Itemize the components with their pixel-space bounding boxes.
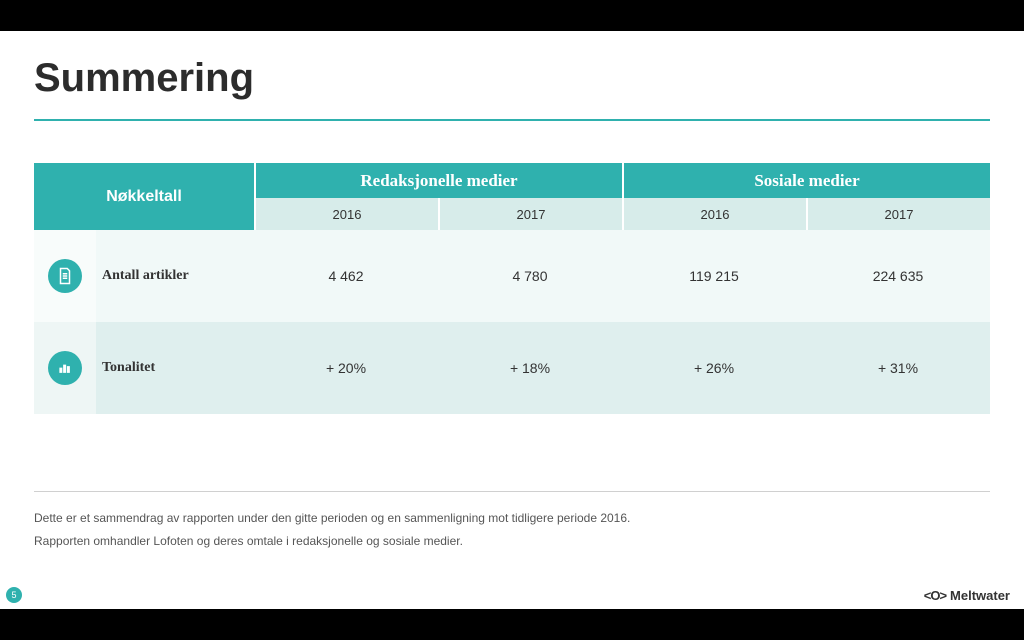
cell-value: + 31% (806, 322, 990, 414)
cell-value: + 18% (438, 322, 622, 414)
document-icon (48, 259, 82, 293)
summary-table: Nøkkeltall Redaksjonelle medier Sosiale … (34, 163, 990, 414)
page-number-badge: 5 (6, 587, 22, 603)
row-label: Antall artikler (96, 230, 254, 322)
year-header: 2017 (438, 198, 622, 230)
slide: Summering Nøkkeltall Redaksjonelle medie… (0, 31, 1024, 609)
bars-icon (48, 351, 82, 385)
brand-text: Meltwater (950, 588, 1010, 603)
row-icon-cell (34, 230, 96, 322)
cell-value: 224 635 (806, 230, 990, 322)
year-header: 2016 (622, 198, 806, 230)
cell-value: + 20% (254, 322, 438, 414)
cell-value: 4 780 (438, 230, 622, 322)
table-row: Tonalitet + 20% + 18% + 26% + 31% (34, 322, 990, 414)
footer-note: Rapporten omhandler Lofoten og deres omt… (34, 534, 463, 548)
key-metrics-header: Nøkkeltall (34, 163, 254, 230)
page-title: Summering (34, 56, 254, 101)
title-underline (34, 119, 990, 121)
row-label: Tonalitet (96, 322, 254, 414)
group-header-editorial: Redaksjonelle medier (254, 163, 622, 198)
table-header: Nøkkeltall Redaksjonelle medier Sosiale … (34, 163, 990, 230)
year-header: 2017 (806, 198, 990, 230)
cell-value: + 26% (622, 322, 806, 414)
group-header-social: Sosiale medier (622, 163, 990, 198)
footer-note: Dette er et sammendrag av rapporten unde… (34, 511, 630, 525)
brand-logo: <O> Meltwater (924, 588, 1010, 603)
footer-divider (34, 491, 990, 492)
cell-value: 4 462 (254, 230, 438, 322)
table-row: Antall artikler 4 462 4 780 119 215 224 … (34, 230, 990, 322)
row-icon-cell (34, 322, 96, 414)
cell-value: 119 215 (622, 230, 806, 322)
year-header: 2016 (254, 198, 438, 230)
brand-icon: <O> (924, 588, 946, 603)
